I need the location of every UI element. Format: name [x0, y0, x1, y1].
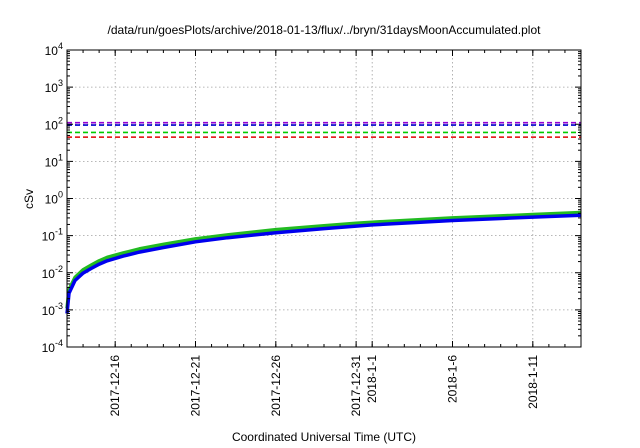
- x-tick-label: 2017-12-21: [189, 355, 203, 417]
- x-tick-label: 2018-1-11: [526, 355, 540, 409]
- series-line: [65, 213, 582, 314]
- y-axis-label: cSv: [22, 189, 36, 209]
- chart-title: /data/run/goesPlots/archive/2018-01-13/f…: [108, 23, 542, 37]
- y-axis: 10-4 10-3 10-2 10-1 100 101 102 103 104: [42, 41, 581, 355]
- y-tick-label: 103: [45, 78, 63, 95]
- y-tick-label: 10-2: [42, 264, 63, 281]
- reference-lines: [67, 121, 581, 138]
- y-tick-label: 10-3: [42, 301, 63, 318]
- y-tick-label: 104: [45, 41, 63, 58]
- y-tick-label: 10-4: [42, 338, 63, 355]
- y-tick-label: 100: [45, 190, 63, 207]
- y-tick-label: 102: [45, 115, 63, 132]
- x-tick-label: 2017-12-16: [108, 355, 122, 417]
- x-tick-label: 2017-12-26: [269, 355, 283, 417]
- series-layer: [65, 210, 582, 314]
- y-tick-label: 10-1: [42, 227, 63, 244]
- x-axis: 2017-12-16 2017-12-21 2017-12-26 2017-12-31…: [82, 50, 566, 417]
- x-tick-label: 2017-12-31: [349, 355, 363, 417]
- x-tick-label: 2018-1-6: [446, 355, 460, 403]
- x-tick-label: 2018-1-1: [365, 355, 379, 403]
- x-axis-label: Coordinated Universal Time (UTC): [232, 430, 416, 444]
- y-tick-label: 101: [45, 152, 63, 169]
- grid: [67, 50, 581, 347]
- series-line: [65, 210, 582, 309]
